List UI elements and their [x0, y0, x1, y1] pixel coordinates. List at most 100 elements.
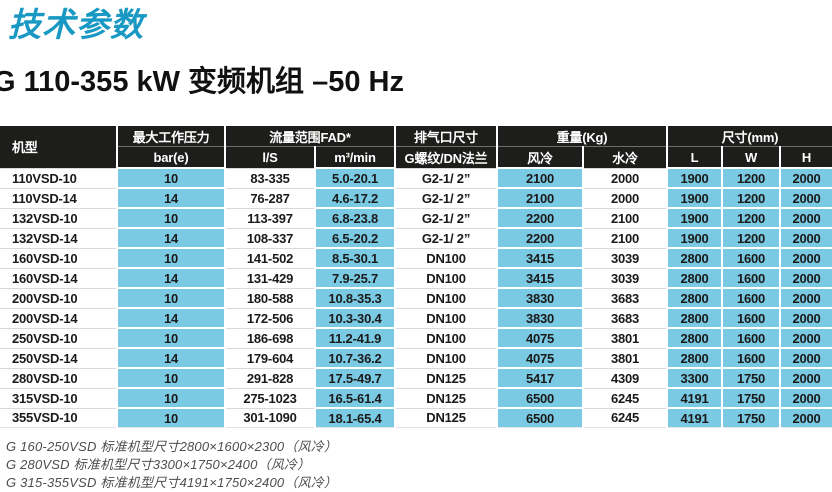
- table-cell: 2000: [779, 367, 832, 388]
- table-cell: 275-1023: [224, 387, 315, 408]
- table-cell: 10.8-35.3: [314, 287, 395, 308]
- table-cell: 2000: [581, 187, 668, 208]
- table-cell: 8.5-30.1: [314, 247, 395, 268]
- table-cell: DN125: [394, 407, 497, 428]
- subheader-thread-flange: G螺纹/DN法兰: [394, 146, 497, 168]
- table-cell: 1750: [721, 387, 781, 408]
- table-cell: 1900: [666, 187, 723, 208]
- model-cell: 110VSD-14: [0, 187, 117, 208]
- table-cell: 1600: [721, 267, 781, 288]
- table-cell: 10: [116, 207, 225, 228]
- table-cell: 11.2-41.9: [314, 327, 395, 348]
- table-cell: 6245: [581, 387, 668, 408]
- table-cell: 6500: [496, 407, 583, 428]
- table-cell: 2000: [779, 387, 832, 408]
- model-cell: 280VSD-10: [0, 367, 117, 388]
- table-cell: 3415: [496, 267, 583, 288]
- table-cell: 18.1-65.4: [314, 407, 395, 428]
- table-cell: 1200: [721, 227, 781, 248]
- model-cell: 200VSD-14: [0, 307, 117, 328]
- spec-sheet-page: 技术参数 G 110-355 kW 变频机组 –50 Hz 机型 最大工作压力 …: [0, 6, 832, 490]
- table-cell: DN100: [394, 267, 497, 288]
- spec-table: 机型 最大工作压力 流量范围FAD* 排气口尺寸 重量(Kg) 尺寸(mm) b…: [0, 126, 832, 428]
- table-cell: 2800: [666, 247, 723, 268]
- model-cell: 355VSD-10: [0, 407, 117, 428]
- table-cell: 4.6-17.2: [314, 187, 395, 208]
- table-cell: 10: [116, 327, 225, 348]
- model-cell: 250VSD-14: [0, 347, 117, 368]
- table-cell: 179-604: [224, 347, 315, 368]
- table-cell: 5.0-20.1: [314, 167, 395, 188]
- table-cell: 3801: [581, 327, 668, 348]
- table-cell: 1600: [721, 327, 781, 348]
- table-cell: 10.7-36.2: [314, 347, 395, 368]
- table-cell: 10: [116, 367, 225, 388]
- table-cell: DN100: [394, 287, 497, 308]
- table-cell: 2000: [779, 227, 832, 248]
- table-cell: 301-1090: [224, 407, 315, 428]
- table-cell: 1600: [721, 347, 781, 368]
- table-cell: 14: [116, 187, 225, 208]
- table-row: 355VSD-10 10 301-1090 18.1-65.4 DN125 6500 624…: [0, 407, 832, 428]
- model-cell: 250VSD-10: [0, 327, 117, 348]
- header-model: 机型: [0, 126, 117, 168]
- table-cell: DN100: [394, 347, 497, 368]
- table-cell: 4075: [496, 327, 583, 348]
- table-cell: 172-506: [224, 307, 315, 328]
- table-cell: 6.8-23.8: [314, 207, 395, 228]
- table-cell: 1200: [721, 207, 781, 228]
- model-cell: 160VSD-14: [0, 267, 117, 288]
- table-cell: 1600: [721, 247, 781, 268]
- model-cell: 132VSD-10: [0, 207, 117, 228]
- subheader-bar: bar(e): [116, 146, 225, 168]
- subheader-width: W: [721, 146, 781, 168]
- table-cell: 3830: [496, 287, 583, 308]
- table-cell: 2800: [666, 267, 723, 288]
- table-body: 110VSD-10 10 83-335 5.0-20.1 G2-1/ 2” 2100 200…: [0, 167, 832, 428]
- model-cell: 200VSD-10: [0, 287, 117, 308]
- table-cell: 2100: [581, 207, 668, 228]
- subheader-ls: l/S: [224, 146, 315, 168]
- table-cell: 2000: [779, 187, 832, 208]
- table-cell: 4309: [581, 367, 668, 388]
- table-cell: 141-502: [224, 247, 315, 268]
- table-cell: 4075: [496, 347, 583, 368]
- table-cell: 1200: [721, 167, 781, 188]
- footnotes: G 160-250VSD 标准机型尺寸2800×1600×2300（风冷） G …: [6, 438, 832, 492]
- table-cell: 180-588: [224, 287, 315, 308]
- table-cell: 10: [116, 407, 225, 428]
- table-cell: 2000: [581, 167, 668, 188]
- table-row: 200VSD-10 10 180-588 10.8-35.3 DN100 3830 3683…: [0, 287, 832, 308]
- table-cell: 2100: [496, 167, 583, 188]
- table-cell: 3683: [581, 307, 668, 328]
- table-row: 160VSD-10 10 141-502 8.5-30.1 DN100 3415 3039 2…: [0, 247, 832, 268]
- model-cell: 160VSD-10: [0, 247, 117, 268]
- header-max-pressure: 最大工作压力: [116, 126, 225, 147]
- table-cell: G2-1/ 2”: [394, 207, 497, 228]
- model-cell: 132VSD-14: [0, 227, 117, 248]
- table-cell: 2200: [496, 207, 583, 228]
- subheader-air-cooled: 风冷: [496, 146, 583, 168]
- table-cell: 14: [116, 267, 225, 288]
- table-cell: 14: [116, 307, 225, 328]
- table-cell: 3415: [496, 247, 583, 268]
- table-row: 160VSD-14 14 131-429 7.9-25.7 DN100 3415 3039 2…: [0, 267, 832, 288]
- table-cell: DN125: [394, 367, 497, 388]
- table-cell: 3830: [496, 307, 583, 328]
- table-cell: G2-1/ 2”: [394, 227, 497, 248]
- table-row: 280VSD-10 10 291-828 17.5-49.7 DN125 5417 4309…: [0, 367, 832, 388]
- table-cell: 76-287: [224, 187, 315, 208]
- table-cell: 6.5-20.2: [314, 227, 395, 248]
- table-cell: 291-828: [224, 367, 315, 388]
- table-cell: DN125: [394, 387, 497, 408]
- table-cell: 2000: [779, 407, 832, 428]
- table-cell: 14: [116, 227, 225, 248]
- table-cell: 1900: [666, 167, 723, 188]
- table-cell: 4191: [666, 387, 723, 408]
- table-cell: 2000: [779, 307, 832, 328]
- table-cell: 2000: [779, 287, 832, 308]
- table-cell: 2000: [779, 167, 832, 188]
- table-cell: 10: [116, 247, 225, 268]
- footnote-line: G 280VSD 标准机型尺寸3300×1750×2400（风冷）: [6, 457, 311, 472]
- table-cell: 10: [116, 287, 225, 308]
